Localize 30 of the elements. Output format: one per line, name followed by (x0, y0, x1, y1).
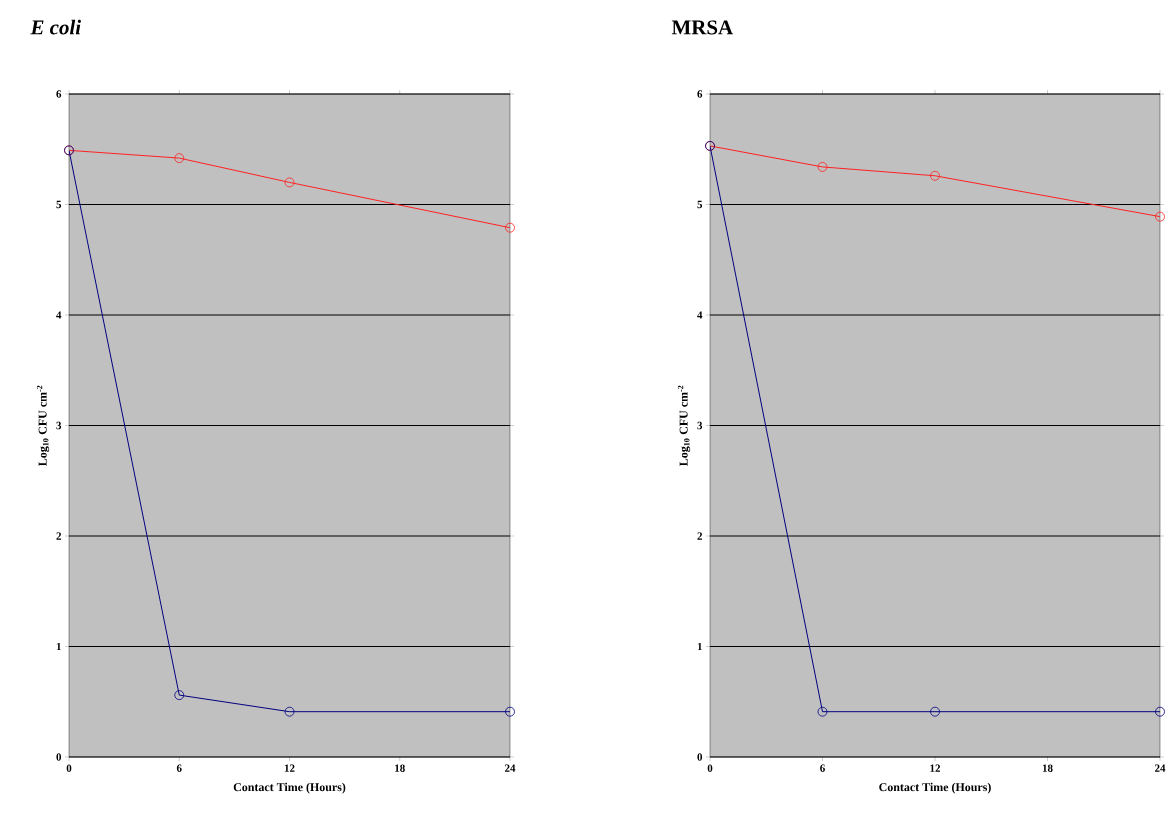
y-axis-title: Log$_{10}$ CFU cm$^{-2}$ (677, 385, 691, 466)
y-tick-label: 5 (697, 200, 703, 209)
x-axis-title: Contact Time (Hours) (233, 782, 346, 794)
y-tick-label: 6 (697, 90, 703, 98)
y-axis-title: Log$_{10}$ CFU cm$^{-2}$ (36, 385, 50, 466)
x-tick-label: 18 (1042, 764, 1053, 772)
y-tick-label: 6 (56, 90, 62, 98)
x-tick-label: 18 (395, 764, 405, 772)
y-tick-label: 3 (56, 421, 62, 430)
chart-title: MRSA (671, 20, 733, 35)
y-tick-label: 1 (56, 642, 61, 651)
y-tick-label: 5 (56, 200, 62, 209)
y-tick-label: 3 (697, 421, 703, 430)
y-tick-label: 2 (697, 532, 703, 540)
x-axis-title: Contact Time (Hours) (879, 782, 991, 794)
x-tick-label: 0 (707, 764, 713, 772)
y-tick-label: 0 (56, 753, 62, 761)
y-tick-label: 4 (697, 311, 703, 319)
y-tick-label: 0 (697, 753, 703, 761)
x-tick-label: 6 (176, 764, 182, 772)
x-tick-label: 24 (1154, 764, 1166, 772)
chart-title: E coli (30, 19, 81, 35)
x-tick-label: 12 (284, 764, 295, 772)
y-tick-label: 4 (56, 311, 62, 319)
x-tick-label: 6 (820, 764, 825, 772)
y-tick-label: 1 (697, 642, 702, 651)
x-tick-label: 12 (930, 764, 941, 772)
y-tick-label: 2 (56, 532, 61, 540)
x-tick-label: 0 (66, 764, 72, 772)
x-tick-label: 24 (504, 764, 516, 772)
